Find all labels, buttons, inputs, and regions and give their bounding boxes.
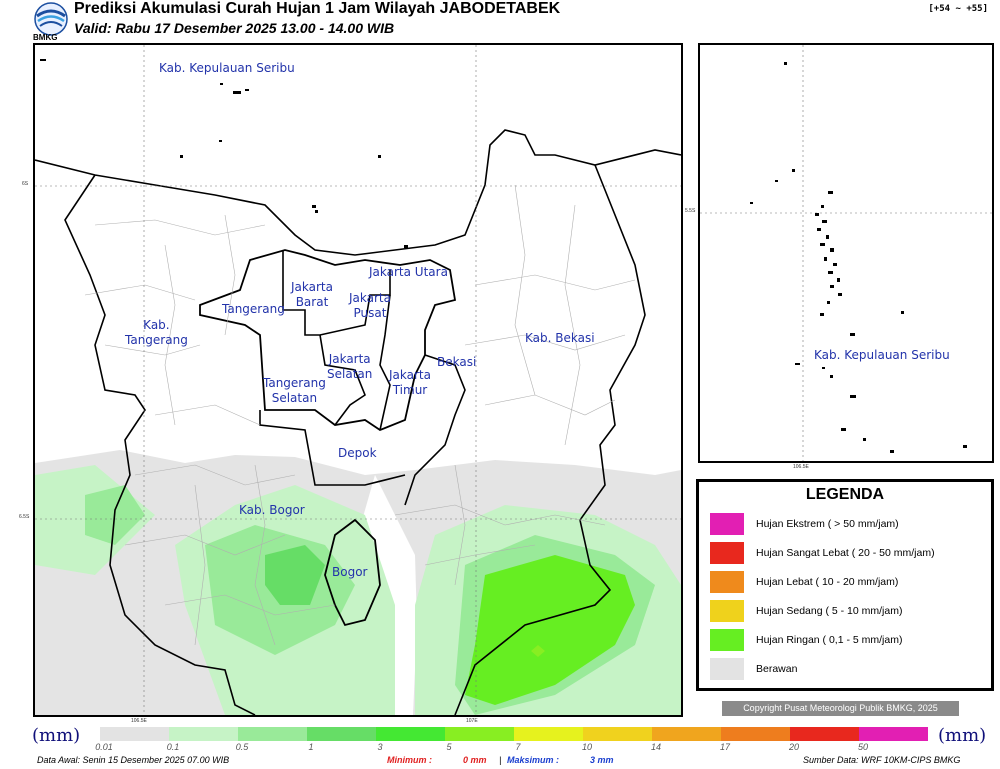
main-map[interactable]: Kab. Kepulauan Seribu Jakarta Utara Jaka… — [33, 43, 683, 717]
maksimum-label: Maksimum : — [507, 755, 560, 765]
legend-swatch — [710, 658, 744, 680]
label-kab-bekasi: Kab. Bekasi — [525, 331, 595, 345]
label-depok: Depok — [338, 446, 377, 460]
map-canvas — [35, 45, 681, 715]
legend-title: LEGENDA — [805, 486, 885, 503]
label-kab-bogor: Kab. Bogor — [239, 503, 305, 517]
lat-label-65s-outer: 6.5S — [19, 514, 30, 520]
scale-tick-label: 3 — [377, 742, 383, 752]
maksimum-value: 3 mm — [590, 755, 614, 765]
legend-swatch — [710, 600, 744, 622]
scale-segment — [859, 727, 928, 741]
scale-segment — [583, 727, 652, 741]
legend-item-lebat: Hujan Lebat ( 10 - 20 mm/jam) — [710, 571, 898, 593]
legend-label: Hujan Ringan ( 0,1 - 5 mm/jam) — [756, 634, 903, 646]
inset-canvas — [700, 45, 992, 461]
scale-tick-label: 1 — [308, 742, 314, 752]
copyright-label: Copyright Pusat Meteorologi Publik BMKG,… — [722, 701, 959, 716]
label-kab-tangerang: Kab. Tangerang — [125, 318, 188, 347]
legend-swatch — [710, 513, 744, 535]
label-bekasi: Bekasi — [437, 355, 477, 369]
scale-tick-label: 0.5 — [235, 742, 249, 752]
legend-label: Hujan Lebat ( 10 - 20 mm/jam) — [756, 576, 899, 588]
footer-separator: | — [499, 755, 502, 765]
district-lines — [84, 184, 636, 646]
label-kab-kepulauan-seribu: Kab. Kepulauan Seribu — [159, 61, 295, 75]
lat-label-6s-outer: 6S — [22, 181, 29, 187]
bogor-city-boundary — [324, 518, 381, 627]
legend-label: Berawan — [756, 663, 798, 675]
region-boundary — [64, 164, 646, 715]
legend-label: Hujan Sangat Lebat ( 20 - 50 mm/jam) — [756, 547, 935, 559]
unit-label-right: (mm) — [938, 725, 987, 746]
legend-item-ringan: Hujan Ringan ( 0,1 - 5 mm/jam) — [710, 629, 902, 651]
data-source: Sumber Data: WRF 10KM-CIPS BMKG — [803, 755, 961, 765]
scale-tick-label: 14 — [650, 742, 662, 752]
legend-item-sangat-lebat: Hujan Sangat Lebat ( 20 - 50 mm/jam) — [710, 542, 935, 564]
lon-label-107e: 107E — [466, 718, 478, 724]
legend-swatch — [710, 571, 744, 593]
lon-label-1065e: 106.5E — [131, 718, 147, 724]
legend-swatch — [710, 629, 744, 651]
legend-label: Hujan Ekstrem ( > 50 mm/jam) — [756, 518, 899, 530]
bmkg-logo — [34, 2, 68, 36]
range-label: [+54 ~ +55] — [928, 4, 988, 14]
label-tangerang: Tangerang — [222, 302, 285, 316]
logo-text: BMKG — [33, 33, 58, 42]
minimum-value: 0 mm — [463, 755, 487, 765]
valid-time: Valid: Rabu 17 Desember 2025 13.00 - 14.… — [74, 20, 395, 36]
inset-lon-label: 106.5E — [793, 464, 809, 470]
scale-tick-label: 0.1 — [166, 742, 180, 752]
inset-label-kepulauan-seribu: Kab. Kepulauan Seribu — [814, 348, 950, 362]
inset-lat-label-outer: 5.5S — [685, 208, 696, 214]
inset-map[interactable]: Kab. Kepulauan Seribu 5.5S — [698, 43, 994, 463]
scale-segment — [169, 727, 238, 741]
scale-segment — [652, 727, 721, 741]
label-jakarta-barat: Jakarta Barat — [291, 280, 333, 309]
scale-segment — [307, 727, 376, 741]
gridlines — [35, 45, 681, 715]
scale-segment — [514, 727, 583, 741]
scale-tick-label: 20 — [788, 742, 800, 752]
scale-tick-label: 7 — [515, 742, 521, 752]
label-jakarta-pusat: Jakarta Pusat — [349, 291, 391, 320]
label-tangerang-selatan: Tangerang Selatan — [263, 376, 326, 405]
scale-segment — [721, 727, 790, 741]
scale-tick-label: 5 — [446, 742, 452, 752]
legend-item-sedang: Hujan Sedang ( 5 - 10 mm/jam) — [710, 600, 902, 622]
scale-segment — [790, 727, 859, 741]
label-bogor: Bogor — [332, 565, 368, 579]
scale-tick-label: 10 — [581, 742, 593, 752]
scale-tick-label: 0.01 — [95, 742, 113, 752]
inset-islands — [750, 62, 967, 453]
legend-label: Hujan Sedang ( 5 - 10 mm/jam) — [756, 605, 903, 617]
color-scale-bar — [100, 727, 928, 741]
minimum-label: Minimum : — [387, 755, 432, 765]
label-jakarta-utara: Jakarta Utara — [369, 265, 448, 279]
scale-segment — [376, 727, 445, 741]
scale-tick-label: 50 — [857, 742, 869, 752]
islands — [40, 59, 408, 248]
unit-label-left: (mm) — [32, 725, 81, 746]
jakarta-boundary — [199, 249, 457, 432]
legend-panel: LEGENDA Hujan Ekstrem ( > 50 mm/jam) Huj… — [696, 479, 994, 691]
scale-segment — [238, 727, 307, 741]
rain-field-core — [265, 545, 635, 705]
legend-item-ekstrem: Hujan Ekstrem ( > 50 mm/jam) — [710, 513, 899, 535]
page-title: Prediksi Akumulasi Curah Hujan 1 Jam Wil… — [74, 0, 561, 17]
legend-item-berawan: Berawan — [710, 658, 797, 680]
label-jakarta-selatan: Jakarta Selatan — [327, 352, 373, 381]
label-jakarta-timur: Jakarta Timur — [389, 368, 431, 397]
legend-swatch — [710, 542, 744, 564]
scale-segment — [445, 727, 514, 741]
scale-tick-label: 17 — [719, 742, 731, 752]
data-awal: Data Awal: Senin 15 Desember 2025 07.00 … — [37, 755, 230, 765]
scale-segment — [100, 727, 169, 741]
coastline — [35, 129, 681, 256]
